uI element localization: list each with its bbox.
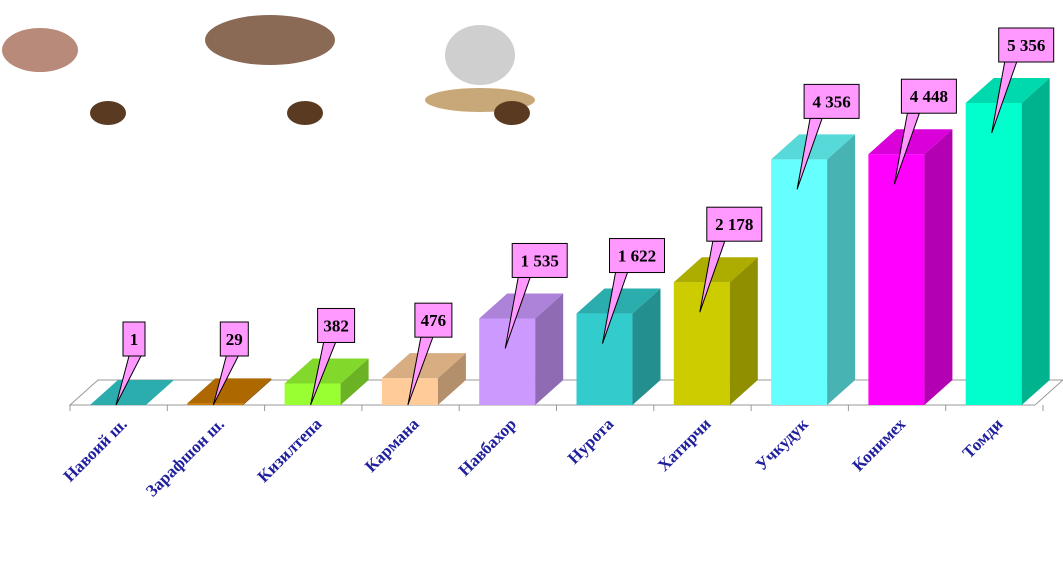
x-tick-label: Хатирчи <box>654 414 715 475</box>
bar-side <box>924 129 953 405</box>
x-tick-label: Кизилтепа <box>254 414 326 486</box>
bar-side <box>146 379 174 405</box>
bar-top <box>576 288 661 314</box>
bar-top <box>90 379 174 405</box>
bar <box>90 379 174 405</box>
value-label: 1 <box>130 330 139 349</box>
bar <box>576 288 661 405</box>
callout-box <box>998 27 1055 63</box>
bar-front <box>479 318 536 405</box>
callout-box <box>609 238 665 274</box>
bar-top <box>965 78 1050 103</box>
bar <box>673 257 758 405</box>
callout-box <box>317 307 356 343</box>
bar <box>187 378 272 405</box>
bar-side <box>729 257 758 405</box>
x-tick-label: Конимех <box>849 414 910 475</box>
callout-box <box>706 206 763 242</box>
x-tick-label: Учкудук <box>752 414 812 474</box>
callout-box <box>122 321 146 357</box>
value-label: 476 <box>421 311 447 330</box>
bar-top <box>868 129 953 155</box>
value-label: 4 356 <box>812 92 850 111</box>
bar-side <box>437 353 466 405</box>
callout-box <box>414 302 453 338</box>
bar-top <box>479 293 564 319</box>
value-label: 1 622 <box>618 247 656 266</box>
x-tick-label: Навоий ш. <box>60 414 131 485</box>
value-label: 29 <box>226 330 243 349</box>
bar-side <box>1021 78 1050 405</box>
bar-top <box>673 257 758 283</box>
bar <box>381 353 466 405</box>
decoration <box>2 15 535 125</box>
value-label: 2 178 <box>715 215 753 234</box>
bar-front <box>965 103 1022 405</box>
x-tick-label: Кармана <box>361 414 423 476</box>
value-label: 1 535 <box>521 251 559 270</box>
bar-front <box>187 403 244 405</box>
x-tick-label: Томди <box>959 414 1007 462</box>
callout-box <box>900 78 957 114</box>
bar-front <box>576 313 633 405</box>
bar-side <box>632 288 661 405</box>
value-label: 4 448 <box>910 87 948 106</box>
bar-top <box>771 134 856 160</box>
bar-top <box>284 358 369 384</box>
bar-front <box>771 159 828 405</box>
bar-side <box>340 358 369 405</box>
x-tick-label: Нурота <box>564 414 618 468</box>
bar-top <box>381 353 466 379</box>
value-label: 382 <box>323 316 349 335</box>
bar-side <box>243 378 272 405</box>
x-tick-label: Навбахор <box>455 414 520 479</box>
value-label: 5 356 <box>1007 36 1045 55</box>
x-tick-label: Зарафшон ш. <box>142 414 228 500</box>
bar <box>479 293 564 405</box>
bar <box>868 129 953 405</box>
bar <box>965 78 1050 405</box>
bar-side <box>827 134 856 405</box>
callout-box <box>511 242 568 278</box>
callout-box <box>803 83 860 119</box>
bar-side <box>535 293 564 405</box>
bar-top <box>187 378 272 404</box>
bar-front <box>868 154 925 405</box>
callout-box <box>219 321 249 357</box>
bar <box>771 134 856 405</box>
